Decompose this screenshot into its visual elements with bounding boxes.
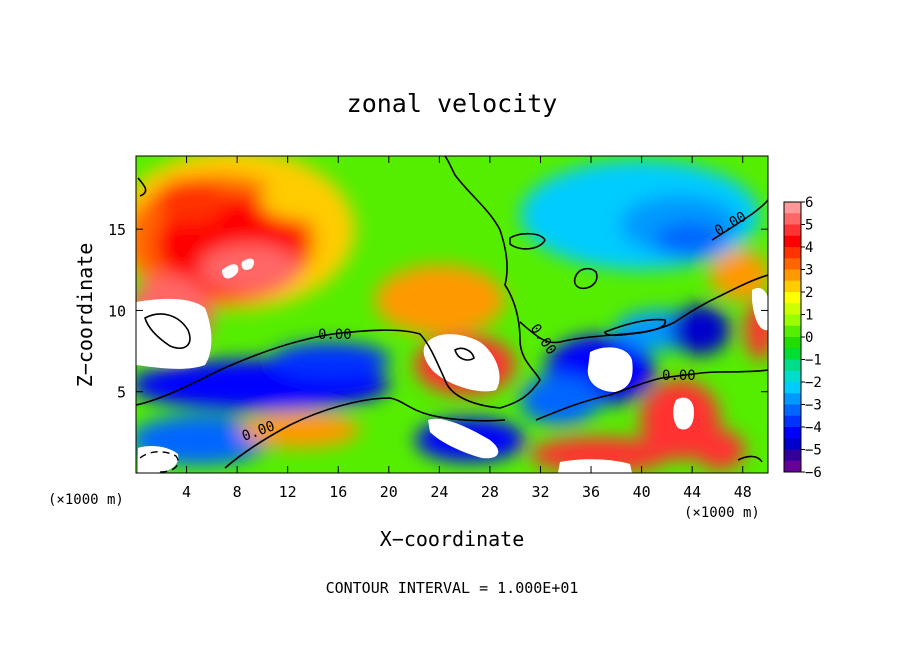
colorbar (783, 201, 802, 473)
saturated-region (673, 397, 694, 430)
colorbar-segment (784, 235, 801, 248)
y-axis-ticks: 5 10 15 (108, 221, 768, 402)
colorbar-tick-label: 1 (805, 308, 813, 324)
x-tick-label: 44 (683, 483, 701, 501)
contour-label: 0.00 (662, 368, 696, 384)
colorbar-segment (784, 449, 801, 462)
colorbar-tick-label: −4 (805, 420, 822, 436)
colorbar-segment (784, 202, 801, 214)
colorbar-segment (784, 280, 801, 293)
colorbar-segment (784, 247, 801, 259)
colorbar-segment (784, 404, 801, 417)
x-tick-label: 28 (481, 483, 499, 501)
x-tick-label: 36 (582, 483, 600, 501)
colorbar-tick-label: 3 (805, 263, 813, 279)
x-tick-label: 8 (233, 483, 242, 501)
colorbar-segment (784, 382, 801, 394)
y-tick-label: 5 (117, 384, 126, 402)
colorbar-segment (784, 348, 801, 360)
chart-title: zonal velocity (347, 89, 558, 118)
colorbar-segment (784, 438, 801, 450)
x-axis-ticks: 4 8 12 16 20 24 28 32 36 40 44 48 (182, 156, 752, 501)
contour-interval-note: CONTOUR INTERVAL = 1.000E+01 (326, 579, 579, 597)
colorbar-tick-label: −2 (805, 375, 822, 391)
x-tick-label: 16 (329, 483, 347, 501)
colorbar-segment (784, 325, 801, 338)
y-tick-label: 15 (108, 221, 126, 239)
x-axis-label: X−coordinate (380, 527, 525, 551)
plot-frame (135, 155, 769, 474)
colorbar-segment (784, 370, 801, 383)
y-axis-label: Z−coordinate (73, 243, 97, 388)
x-tick-label: 20 (380, 483, 398, 501)
colorbar-tick-label: −3 (805, 398, 822, 414)
saturated-region (752, 287, 768, 331)
colorbar-tick-label: 0 (805, 330, 813, 346)
colorbar-ticks: 6 5 4 3 2 1 0 −1 −2 −3 −4 −5 −6 (801, 195, 822, 481)
colorbar-tick-label: 6 (805, 195, 813, 211)
x-axis-unit-right: (×1000 m) (684, 505, 760, 521)
colorbar-segment (784, 258, 801, 270)
colorbar-tick-label: 5 (805, 218, 813, 234)
colorbar-segment (784, 359, 801, 372)
x-tick-label: 32 (531, 483, 549, 501)
colorbar-segment (784, 269, 801, 282)
saturated-region (222, 264, 239, 279)
colorbar-segment (784, 224, 801, 237)
x-tick-label: 40 (633, 483, 651, 501)
colorbar-segment (784, 292, 801, 304)
colorbar-tick-label: 4 (805, 240, 813, 256)
x-tick-label: 48 (734, 483, 752, 501)
colorbar-segment (784, 314, 801, 327)
saturated-region (136, 298, 212, 369)
colorbar-tick-label: −6 (805, 465, 822, 481)
colorbar-segment (784, 460, 801, 473)
colorbar-segment (784, 415, 801, 428)
colorbar-segment (784, 393, 801, 405)
saturated-region (558, 459, 632, 473)
contour-lines (136, 156, 768, 469)
colorbar-segment (784, 213, 801, 225)
colorbar-segment (784, 427, 801, 439)
colorbar-tick-label: 2 (805, 285, 813, 301)
x-tick-label: 12 (279, 483, 297, 501)
saturated-region (423, 334, 500, 392)
x-tick-label: 24 (430, 483, 448, 501)
contour-label: 0.00 (318, 327, 352, 343)
x-axis-unit-left: (×1000 m) (48, 492, 124, 508)
colorbar-segment (784, 303, 801, 315)
saturated-region (428, 418, 499, 459)
colorbar-tick-label: −5 (805, 443, 822, 459)
colorbar-segment (784, 337, 801, 349)
heatmap-field: 0.00 0.00 0.00 0.00 0.00 (136, 156, 768, 473)
x-tick-label: 4 (182, 483, 191, 501)
saturated-region (241, 258, 255, 270)
negative-contour (139, 451, 179, 473)
y-tick-label: 10 (108, 302, 126, 320)
saturated-region (587, 347, 633, 392)
colorbar-tick-label: −1 (805, 353, 822, 369)
